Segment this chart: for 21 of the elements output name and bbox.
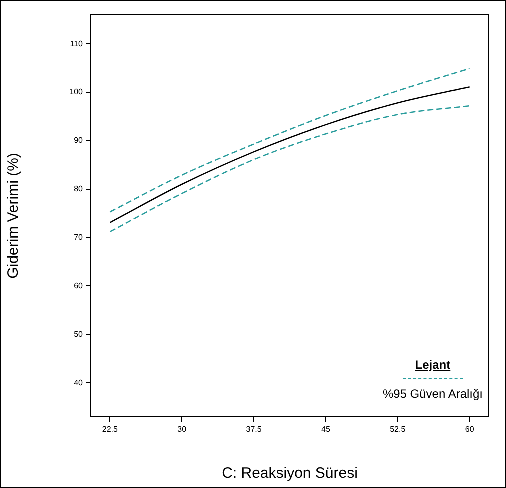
x-tick-label: 45 [322,425,331,434]
x-tick-label: 22.5 [102,425,119,434]
legend-label: %95 Güven Aralığı [382,387,483,401]
y-tick-label: 110 [70,39,84,48]
y-tick-label: 50 [74,330,84,339]
x-tick-label: 37.5 [246,425,262,434]
x-axis-title: C: Reaksiyon Süresi [222,465,358,482]
x-tick-label: 52.5 [390,425,406,434]
line-series [110,68,470,213]
y-axis-title: Giderim Verimi (%) [5,153,22,279]
line-series [110,105,470,233]
x-tick-label: 60 [465,425,475,434]
y-tick-label: 60 [74,281,84,290]
legend-title: Lejant [414,358,452,372]
y-tick-label: 100 [70,88,84,97]
y-tick-label: 90 [74,136,84,146]
y-tick-label: 70 [74,233,84,242]
y-tick-label: 80 [74,184,84,194]
y-tick-label: 40 [74,378,84,388]
line-series [110,86,470,224]
x-tick-label: 30 [178,425,188,434]
